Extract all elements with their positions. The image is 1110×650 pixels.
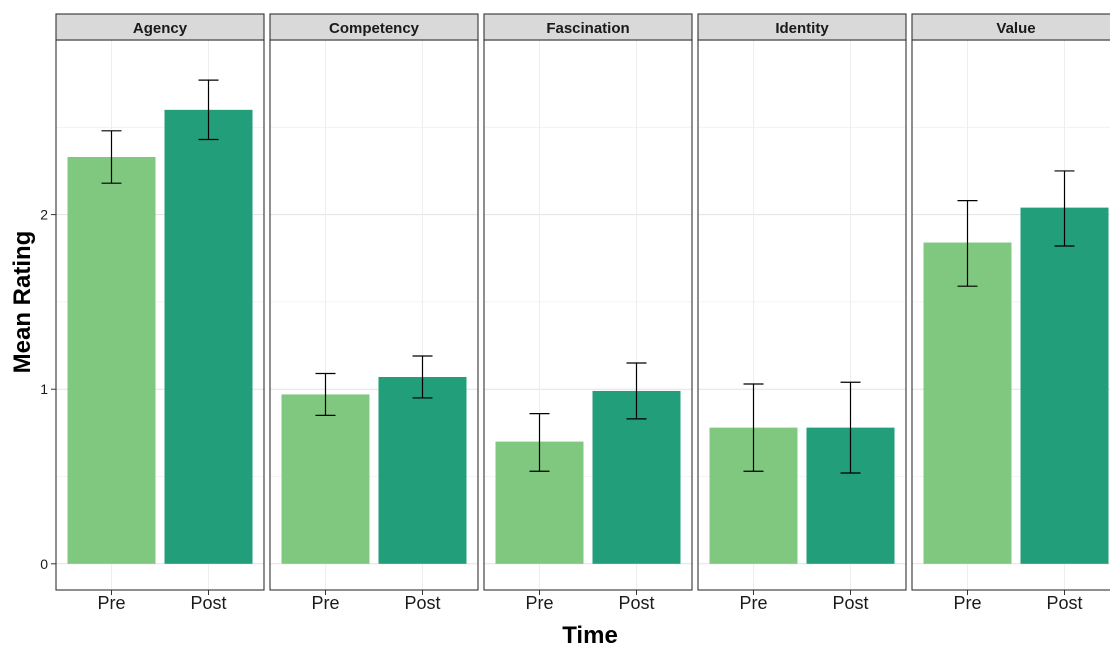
bar-value-post	[1020, 207, 1109, 564]
bar-agency-post	[164, 109, 253, 564]
y-tick-label: 1	[40, 381, 48, 397]
facet-strip	[483, 13, 693, 41]
bar-value-pre	[923, 242, 1012, 564]
x-tick-label: Pre	[953, 593, 981, 613]
facet-strip-label: Fascination	[546, 20, 629, 37]
facet-strip	[911, 13, 1110, 41]
facet-strip	[697, 13, 907, 41]
bar-fascination-post	[592, 390, 681, 564]
x-tick-label: Post	[1046, 593, 1082, 613]
x-axis-title: Time	[562, 622, 618, 645]
x-tick-label: Pre	[311, 593, 339, 613]
x-tick-label: Pre	[97, 593, 125, 613]
x-tick-label: Post	[404, 593, 440, 613]
x-tick-label: Pre	[525, 593, 553, 613]
x-tick-label: Post	[618, 593, 654, 613]
facet-strip	[55, 13, 265, 41]
facet-strip-label: Identity	[775, 20, 829, 37]
x-tick-label: Post	[832, 593, 868, 613]
y-tick-label: 2	[40, 207, 48, 223]
bar-competency-post	[378, 376, 467, 564]
facet-strip-label: Agency	[133, 20, 188, 37]
x-tick-label: Post	[190, 593, 226, 613]
bar-competency-pre	[281, 394, 370, 564]
y-axis-title: Mean Rating	[9, 231, 36, 374]
facet-strip-label: Competency	[329, 20, 420, 37]
y-tick-label: 0	[40, 556, 48, 572]
facet-strip-label: Value	[996, 20, 1035, 37]
bar-agency-pre	[67, 156, 156, 564]
x-tick-label: Pre	[739, 593, 767, 613]
facet-strip	[269, 13, 479, 41]
